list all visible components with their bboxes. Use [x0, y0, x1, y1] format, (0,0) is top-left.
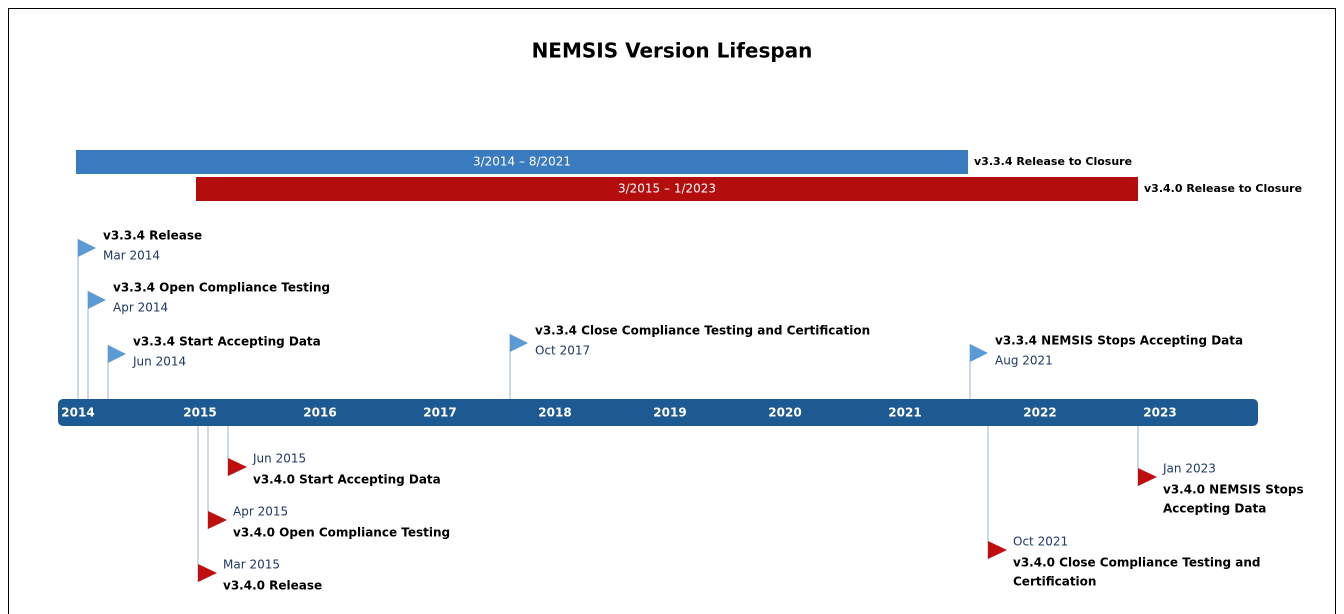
flag: [78, 239, 96, 257]
flag: [1138, 468, 1157, 486]
year-label: 2016: [303, 406, 336, 420]
span-bar: [196, 177, 1138, 201]
flag: [510, 334, 528, 352]
year-label: 2019: [653, 406, 686, 420]
title: NEMSIS Version Lifespan: [532, 39, 813, 63]
milestone-title: v3.4.0 NEMSIS Stops: [1163, 483, 1304, 497]
milestone-title: v3.4.0 Open Compliance Testing: [233, 526, 450, 540]
span-range: 3/2015 – 1/2023: [618, 182, 716, 196]
flag: [970, 344, 988, 362]
flag: [208, 511, 227, 529]
flag: [108, 345, 126, 363]
span-label: v3.4.0 Release to Closure: [1144, 182, 1302, 195]
year-label: 2015: [183, 406, 216, 420]
flag: [988, 541, 1007, 559]
milestone-date: Jan 2023: [1162, 462, 1216, 476]
year-label: 2021: [888, 406, 921, 420]
milestone-title: v3.3.4 Start Accepting Data: [133, 335, 321, 349]
flag: [198, 564, 217, 582]
year-label: 2022: [1023, 406, 1056, 420]
milestone-title: Accepting Data: [1163, 502, 1266, 516]
milestone-title: v3.3.4 Release: [103, 229, 202, 243]
year-label: 2018: [538, 406, 571, 420]
span-range: 3/2014 – 8/2021: [473, 155, 571, 169]
frame: [8, 8, 1336, 614]
flag: [88, 291, 106, 309]
milestone-date: Aug 2021: [995, 354, 1053, 368]
milestone-title: v3.4.0 Close Compliance Testing and: [1013, 556, 1261, 570]
span-label: v3.3.4 Release to Closure: [974, 155, 1132, 168]
milestone-title: v3.4.0 Release: [223, 579, 322, 593]
milestone-date: Jun 2015: [252, 452, 306, 466]
flag: [228, 458, 247, 476]
milestone-date: Oct 2021: [1013, 535, 1068, 549]
year-label: 2020: [768, 406, 801, 420]
year-label: 2017: [423, 406, 456, 420]
milestone-date: Apr 2015: [233, 505, 288, 519]
year-label: 2023: [1143, 406, 1176, 420]
milestone-date: Oct 2017: [535, 344, 590, 358]
milestone-date: Apr 2014: [113, 301, 168, 315]
milestone-title: v3.3.4 NEMSIS Stops Accepting Data: [995, 334, 1243, 348]
milestone-date: Jun 2014: [132, 355, 186, 369]
milestone-title: v3.3.4 Open Compliance Testing: [113, 281, 330, 295]
milestone-title: v3.4.0 Start Accepting Data: [253, 473, 441, 487]
year-label: 2014: [61, 406, 94, 420]
milestone-date: Mar 2014: [103, 249, 160, 263]
milestone-date: Mar 2015: [223, 558, 280, 572]
axis-bar: [58, 399, 1258, 426]
milestone-title: Certification: [1013, 575, 1096, 589]
span-bar: [76, 150, 968, 174]
milestone-title: v3.3.4 Close Compliance Testing and Cert…: [535, 324, 870, 338]
